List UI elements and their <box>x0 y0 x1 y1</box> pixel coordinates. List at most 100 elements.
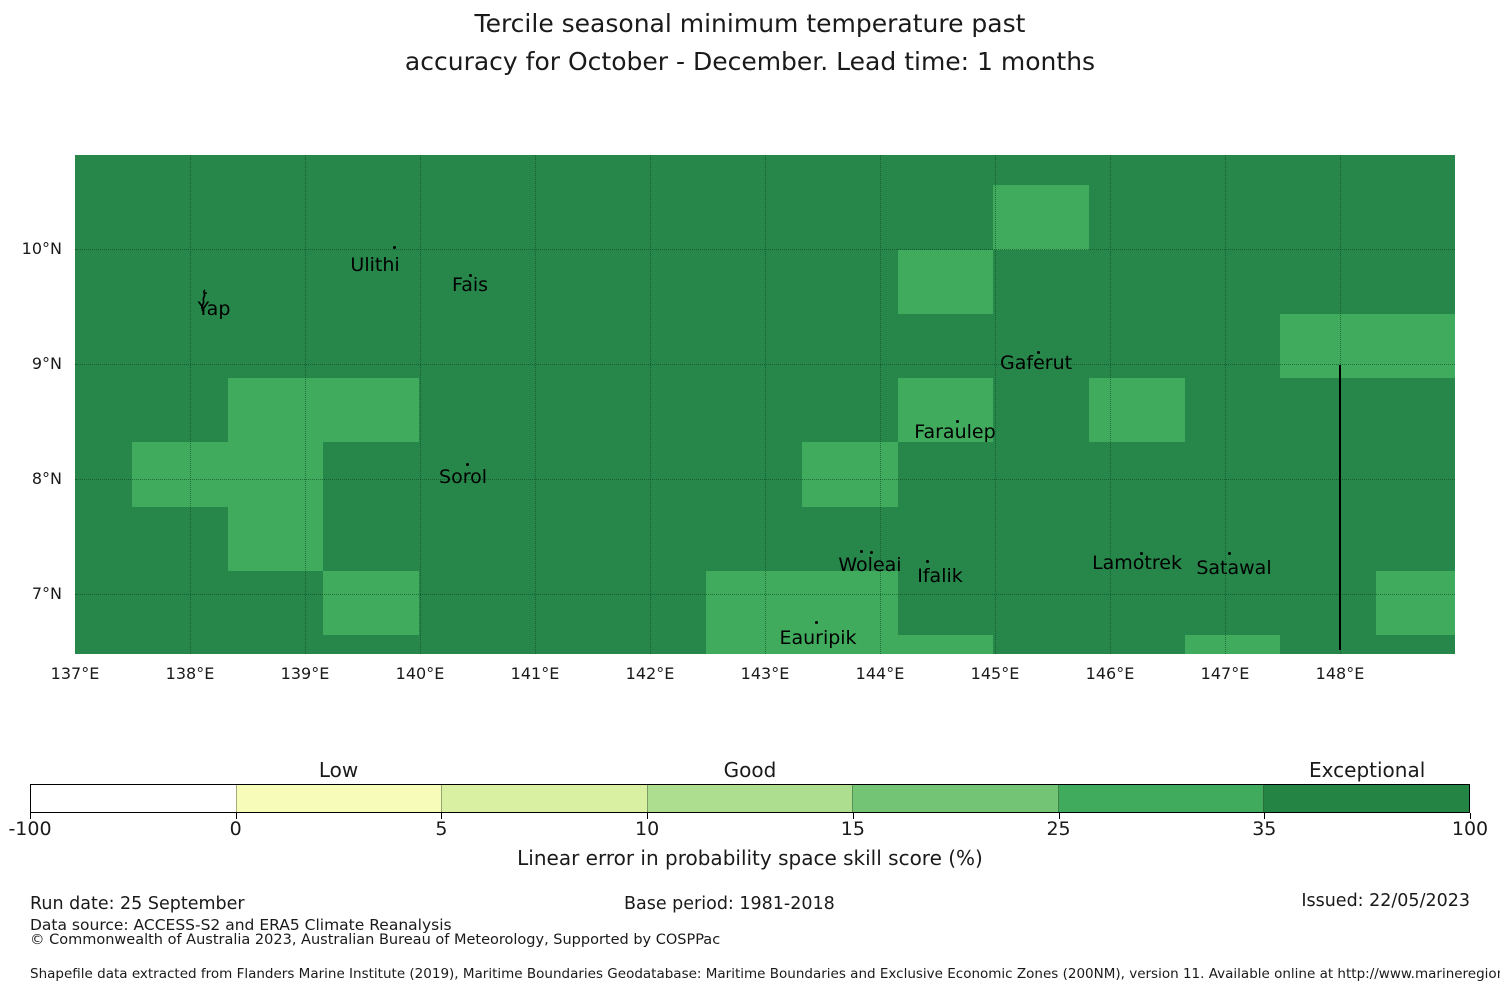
x-tick-label: 147°E <box>1200 664 1250 683</box>
satawal-island-label: Satawal <box>1196 556 1272 579</box>
y-tick-label: 7°N <box>31 583 62 603</box>
graticule-meridian <box>995 155 996 654</box>
eauripik-island-dot <box>815 621 819 625</box>
colorbar-tick-label: 15 <box>840 818 865 840</box>
colorbar <box>30 784 1470 813</box>
skill-cell <box>1280 313 1455 379</box>
run-date-text: Run date: 25 September <box>30 894 245 914</box>
fais-island-dot <box>468 274 472 278</box>
colorbar-segment-25-to-35 <box>1057 785 1264 812</box>
page-title: Tercile seasonal minimum temperature pas… <box>0 5 1500 81</box>
sorol-island-label: Sorol <box>439 466 487 488</box>
x-tick-label: 137°E <box>50 664 100 683</box>
yap-island-label: Yap <box>197 297 231 320</box>
colorbar-segment-5-to-10 <box>441 785 647 812</box>
skill-cell <box>801 442 898 507</box>
ifalik-island-dot <box>926 560 930 564</box>
ulithi-island-label: Ulithi <box>350 253 400 276</box>
x-tick-label: 145°E <box>970 664 1020 683</box>
skill-cell <box>993 185 1089 250</box>
colorbar-tick-mark <box>1058 813 1060 819</box>
satawal-island-dot <box>1228 552 1232 556</box>
eauripik-island-label: Eauripik <box>779 627 857 649</box>
gaferut-island-label: Gaferut <box>1000 351 1073 374</box>
colorbar-segment-10-to-15 <box>646 785 853 812</box>
woleai-island-dot <box>869 551 873 555</box>
skill-cell <box>1376 570 1455 635</box>
graticule-meridian <box>420 155 421 654</box>
colorbar-tier-label-good: Good <box>723 758 777 782</box>
shapefile-attribution-text: Shapefile data extracted from Flanders M… <box>30 966 1500 982</box>
colorbar-segment-15-to-25 <box>852 785 1058 812</box>
colorbar-segment-35-to-100 <box>1263 785 1470 812</box>
graticule-meridian <box>650 155 651 654</box>
x-tick-label: 138°E <box>165 664 215 683</box>
colorbar-tier-label-exceptional: Exceptional <box>1309 758 1426 782</box>
graticule-parallel <box>75 363 1455 365</box>
colorbar-tick-label: 25 <box>1046 818 1071 840</box>
skill-cell <box>897 378 994 443</box>
graticule-meridian <box>305 155 306 654</box>
colorbar-tick-label: -100 <box>8 818 52 840</box>
copyright-text: © Commonwealth of Australia 2023, Austra… <box>30 932 721 948</box>
colorbar-tick-mark <box>1470 813 1471 819</box>
graticule-meridian <box>1225 155 1226 654</box>
x-tick-label: 148°E <box>1315 664 1365 683</box>
skill-cell <box>706 570 898 654</box>
x-tick-label: 144°E <box>855 664 905 683</box>
lamotrek-island-label: Lamotrek <box>1092 551 1182 574</box>
title-line-1: Tercile seasonal minimum temperature pas… <box>474 9 1026 38</box>
graticule-meridian <box>1110 155 1111 654</box>
eez-boundary-line <box>1339 365 1341 651</box>
x-tick-label: 143°E <box>740 664 790 683</box>
base-period-text: Base period: 1981-2018 <box>624 894 835 914</box>
title-line-2: accuracy for October - December. Lead ti… <box>404 47 1096 76</box>
skill-cell <box>227 378 420 443</box>
graticule-meridian <box>765 155 766 654</box>
data-source-text: Data source: ACCESS-S2 and ERA5 Climate … <box>30 916 452 934</box>
woleai-island-label: Woleai <box>838 553 902 576</box>
graticule-parallel <box>75 248 1455 250</box>
colorbar-tick-label: 100 <box>1451 818 1489 840</box>
skill-cell <box>1184 634 1281 654</box>
x-tick-label: 142°E <box>625 664 675 683</box>
ulithi-island-dot <box>392 246 396 250</box>
x-tick-label: 141°E <box>510 664 560 683</box>
colorbar-tick-mark <box>30 813 31 819</box>
skill-cell <box>132 442 228 507</box>
x-tick-label: 139°E <box>280 664 330 683</box>
x-tick-label: 140°E <box>395 664 445 683</box>
graticule-parallel <box>75 593 1455 595</box>
faraulep-island-label: Faraulep <box>914 420 996 443</box>
colorbar-segment-0-to-5 <box>235 785 442 812</box>
y-tick-label: 9°N <box>31 353 62 373</box>
graticule-meridian <box>535 155 536 654</box>
ifalik-island-label: Ifalik <box>917 564 963 587</box>
issued-date-text: Issued: 22/05/2023 <box>1301 891 1470 911</box>
sorol-island-dot <box>465 463 469 467</box>
x-tick-label: 146°E <box>1085 664 1135 683</box>
graticule-meridian <box>190 155 191 654</box>
colorbar-tick-label: 10 <box>635 818 660 840</box>
colorbar-tick-label: 35 <box>1252 818 1277 840</box>
skill-cell <box>897 249 994 314</box>
fais-island-label: Fais <box>452 273 489 296</box>
colorbar-tier-label-low: Low <box>318 758 359 782</box>
skill-cell <box>323 570 420 635</box>
y-tick-label: 10°N <box>21 238 62 258</box>
graticule-parallel <box>75 478 1455 480</box>
colorbar-tick-mark <box>647 813 649 819</box>
lamotrek-island-dot <box>1139 552 1143 556</box>
skill-map: Yap Ulithi Fais Sorol Gaferut Faraulep Woleai I… <box>75 155 1455 654</box>
colorbar-axis-label: Linear error in probability space skill … <box>517 846 983 870</box>
colorbar-tick-label: 5 <box>435 818 448 840</box>
yap-island-shape <box>196 289 212 317</box>
skill-cell <box>897 634 994 654</box>
woleai-island-dot <box>859 550 863 554</box>
colorbar-segment--100-to-0 <box>31 785 236 812</box>
colorbar-tick-mark <box>235 813 237 819</box>
graticule-meridian <box>880 155 881 654</box>
gaferut-island-dot <box>1036 350 1040 354</box>
skill-cell <box>227 442 324 571</box>
colorbar-tick-mark <box>441 813 443 819</box>
